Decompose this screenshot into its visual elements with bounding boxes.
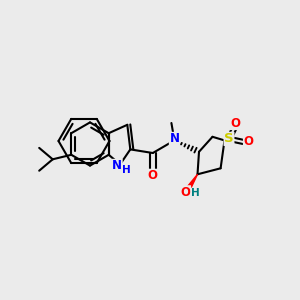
- Text: O: O: [181, 186, 190, 199]
- Text: N: N: [112, 159, 122, 172]
- Text: S: S: [224, 132, 234, 146]
- Polygon shape: [185, 174, 197, 192]
- Text: O: O: [148, 169, 158, 182]
- Text: N: N: [169, 132, 179, 146]
- Text: H: H: [122, 165, 131, 175]
- Text: H: H: [191, 188, 200, 198]
- Text: O: O: [230, 116, 240, 130]
- Text: O: O: [244, 135, 254, 148]
